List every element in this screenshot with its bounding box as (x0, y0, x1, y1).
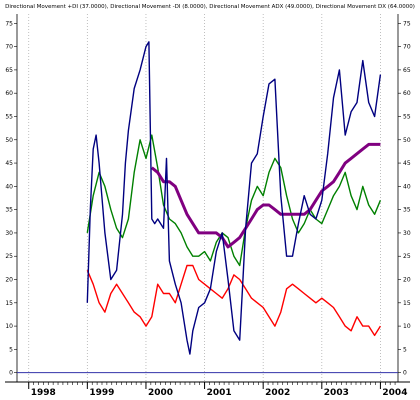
chart-title: Directional Movement +DI (37.0000), Dire… (5, 4, 415, 10)
y-tick-label-left: 10 (5, 323, 13, 330)
y-tick-label-left: 30 (5, 230, 13, 237)
y-tick-label-right: 35 (403, 207, 411, 214)
y-tick-label-left: 55 (5, 113, 13, 120)
grid-layer (28, 14, 381, 382)
y-tick-label-right: 20 (403, 277, 411, 284)
x-tick-label: 2002 (265, 388, 290, 398)
y-tick-label-right: 0 (403, 370, 407, 377)
y-tick-label-left: 60 (5, 90, 13, 97)
y-tick-label-right: 40 (403, 183, 411, 190)
y-tick-label-left: 5 (9, 346, 13, 353)
series-line-plusminus-di (86, 134, 382, 267)
series-line-minus-di (86, 264, 381, 337)
x-tick-label: 2004 (382, 388, 407, 398)
y-tick-label-right: 15 (403, 300, 411, 307)
x-tick-label: 1999 (89, 388, 114, 398)
y-tick-label-right: 50 (403, 137, 411, 144)
y-tick-label-left: 20 (5, 277, 13, 284)
x-tick-label: 2001 (207, 388, 232, 398)
y-tick-label-left: 75 (5, 20, 13, 27)
y-tick-label-right: 55 (403, 113, 411, 120)
y-tick-label-left: 50 (5, 137, 13, 144)
y-tick-label-left: 45 (5, 160, 13, 167)
y-tick-label-left: 15 (5, 300, 13, 307)
y-tick-label-left: 25 (5, 253, 13, 260)
y-tick-label-left: 65 (5, 67, 13, 74)
y-tick-label-left: 0 (9, 370, 13, 377)
series-line-dx (86, 41, 382, 355)
series-layer (86, 41, 382, 355)
y-tick-label-right: 65 (403, 67, 411, 74)
y-tick-label-right: 60 (403, 90, 411, 97)
y-tick-label-right: 25 (403, 253, 411, 260)
x-tick-label: 2003 (324, 388, 349, 398)
y-tick-label-right: 45 (403, 160, 411, 167)
x-tick-label: 2000 (148, 388, 173, 398)
y-tick-label-left: 40 (5, 183, 13, 190)
y-tick-label-left: 35 (5, 207, 13, 214)
series-line-adx (150, 142, 381, 249)
x-tick-label: 1998 (31, 388, 56, 398)
y-tick-label-right: 5 (403, 346, 407, 353)
y-tick-label-right: 30 (403, 230, 411, 237)
y-tick-label-right: 10 (403, 323, 411, 330)
y-tick-label-right: 70 (403, 44, 411, 51)
y-tick-label-left: 70 (5, 44, 13, 51)
y-tick-label-right: 75 (403, 20, 411, 27)
